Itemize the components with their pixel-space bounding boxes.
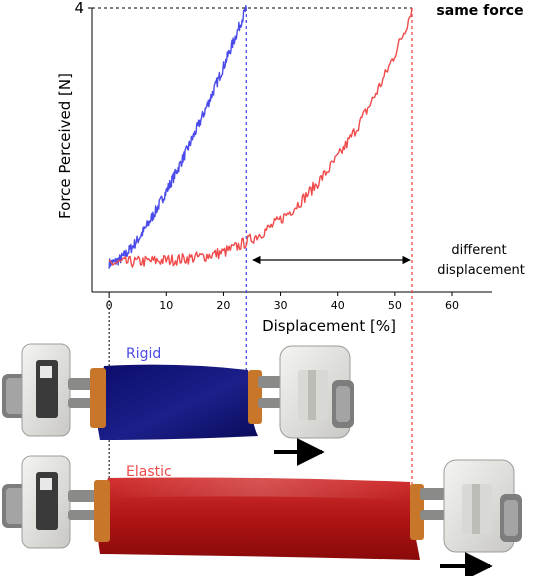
rigid-material-illustration: Rigid — [2, 343, 354, 466]
right-gripper-bottom — [420, 459, 522, 553]
y-axis-title: Force Perceived [N] — [56, 73, 74, 219]
x-tick-label: 20 — [216, 299, 230, 312]
x-axis-title: Displacement [%] — [262, 317, 396, 335]
plot-frame — [91, 8, 492, 293]
elastic-series-line — [108, 7, 413, 268]
y-tick-label: 4 — [74, 0, 84, 17]
different-annotation-line1: different — [451, 243, 506, 258]
elastic-material-illustration: Elastic — [2, 455, 522, 576]
elastic-material-sample — [97, 477, 420, 560]
x-tick-label: 60 — [445, 299, 459, 312]
left-gripper-top — [2, 343, 102, 437]
rigid-label: Rigid — [126, 346, 161, 362]
x-tick-label: 10 — [159, 299, 173, 312]
y-axis-ticks: 4 — [74, 0, 92, 17]
elastic-label: Elastic — [126, 464, 172, 480]
x-axis-ticks: 0102030405060 — [106, 292, 459, 312]
x-tick-label: 30 — [274, 299, 288, 312]
series-layer — [108, 5, 413, 269]
same-force-annotation: same force — [436, 3, 523, 19]
different-annotation-line2: displacement — [437, 263, 525, 278]
x-tick-label: 40 — [331, 299, 345, 312]
rigid-material-sample — [96, 364, 258, 440]
left-gripper-bottom — [2, 455, 102, 549]
x-tick-label: 50 — [388, 299, 402, 312]
rigid-series-line — [108, 5, 247, 269]
right-gripper-top — [258, 345, 354, 439]
